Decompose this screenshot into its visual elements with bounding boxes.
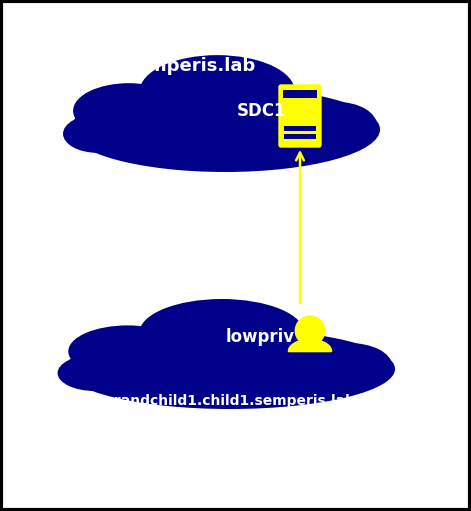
FancyBboxPatch shape bbox=[284, 134, 316, 139]
Ellipse shape bbox=[63, 114, 133, 153]
Ellipse shape bbox=[70, 87, 380, 172]
Ellipse shape bbox=[140, 55, 295, 127]
Ellipse shape bbox=[57, 355, 132, 391]
FancyBboxPatch shape bbox=[283, 90, 317, 98]
Text: semperis.lab: semperis.lab bbox=[125, 57, 255, 75]
Circle shape bbox=[295, 315, 325, 346]
Ellipse shape bbox=[73, 83, 185, 138]
Ellipse shape bbox=[68, 326, 187, 378]
FancyBboxPatch shape bbox=[284, 126, 316, 131]
Text: grandchild1.child1.semperis.lab: grandchild1.child1.semperis.lab bbox=[105, 394, 356, 408]
Text: lowpriv: lowpriv bbox=[226, 328, 294, 346]
Ellipse shape bbox=[139, 299, 304, 367]
FancyBboxPatch shape bbox=[279, 85, 321, 147]
Ellipse shape bbox=[296, 102, 377, 149]
Ellipse shape bbox=[65, 329, 395, 409]
Polygon shape bbox=[288, 339, 332, 352]
Text: SDC1: SDC1 bbox=[237, 102, 287, 120]
Ellipse shape bbox=[306, 343, 392, 387]
